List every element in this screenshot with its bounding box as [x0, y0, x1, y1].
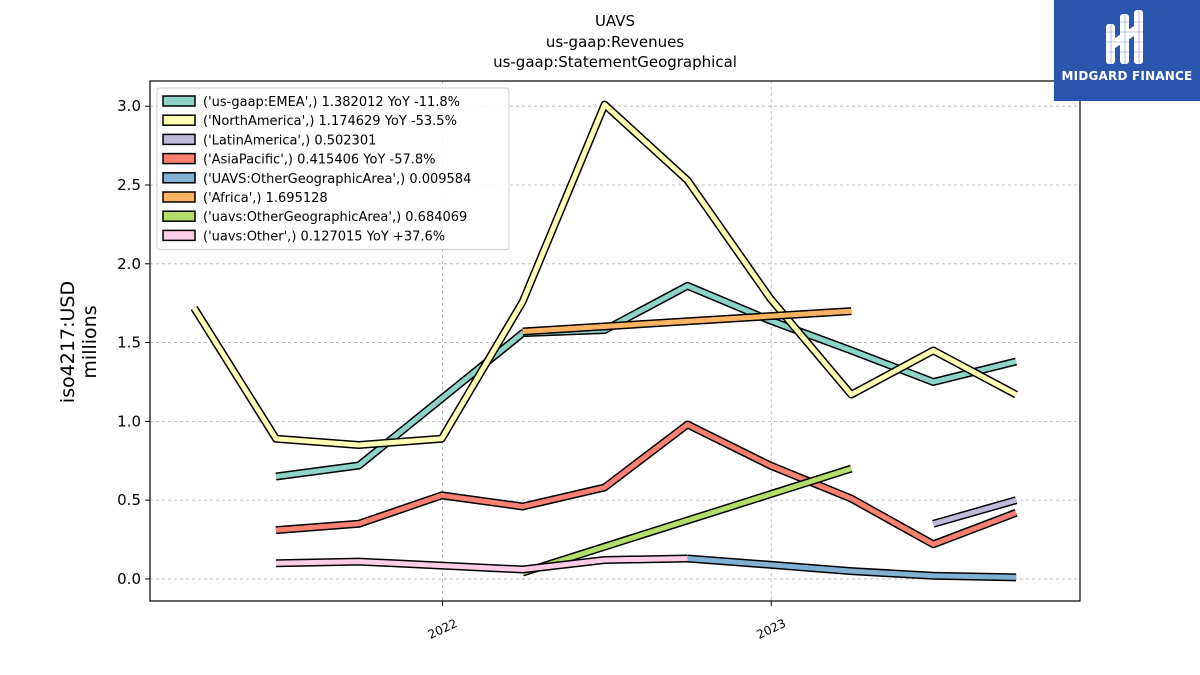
legend-swatch — [162, 114, 196, 126]
y-tick-label: 0.0 — [117, 570, 141, 588]
y-tick-label: 1.0 — [117, 412, 141, 430]
legend-swatch — [162, 133, 196, 146]
series-line-5 — [687, 554, 1017, 582]
y-axis: 0.0 0.5 1.0 1.5 2.0 2.5 3.0 — [117, 97, 150, 588]
series-stroke — [191, 102, 1018, 448]
chart-title: UAVS us-gaap:Revenues us-gaap:StatementG… — [493, 12, 737, 71]
legend-swatch — [162, 95, 196, 107]
y-tick-label: 3.0 — [117, 97, 141, 115]
series-outline — [275, 281, 1018, 481]
series-line-3 — [932, 496, 1018, 528]
legend-swatch — [162, 152, 196, 165]
y-tick-label: 2.5 — [117, 176, 141, 194]
series-line-4 — [275, 420, 1018, 549]
chart-title-line-2: us-gaap:Revenues — [546, 33, 685, 51]
legend-label: ('UAVS:OtherGeographicArea',) 0.009584 — [203, 172, 471, 187]
legend-entry: ('uavs:Other',) 0.127015 YoY +37.6% — [162, 229, 445, 244]
y-tick-label: 0.5 — [117, 491, 141, 509]
series-line-7 — [521, 464, 853, 577]
series-layer — [190, 100, 1018, 582]
legend-entry: ('UAVS:OtherGeographicArea',) 0.009584 — [162, 172, 471, 187]
series-line-1 — [275, 281, 1018, 481]
legend-label: ('AsiaPacific',) 0.415406 YoY -57.8% — [203, 153, 436, 168]
legend-entry: ('uavs:OtherGeographicArea',) 0.684069 — [162, 210, 467, 225]
x-tick-label: 2022 — [426, 616, 460, 642]
y-axis-label: iso4217:USD millions — [57, 281, 101, 403]
series-stroke — [932, 497, 1017, 527]
series-stroke — [687, 556, 1017, 580]
legend: ('us-gaap:EMEA',) 1.382012 YoY -11.8% ('N… — [156, 87, 510, 251]
chart-title-line-3: us-gaap:StatementGeographical — [493, 53, 737, 71]
series-stroke — [522, 308, 852, 334]
y-axis-label-line-2: millions — [79, 305, 101, 378]
legend-swatch — [162, 210, 196, 222]
chart-title-line-1: UAVS — [595, 12, 635, 30]
legend-label: ('NorthAmerica',) 1.174629 YoY -53.5% — [203, 114, 457, 129]
y-tick-label: 2.0 — [117, 255, 141, 273]
y-tick-label: 1.5 — [117, 334, 141, 352]
series-line-6 — [522, 307, 852, 336]
series-stroke — [521, 466, 853, 575]
legend-entry: ('Africa',) 1.695128 — [162, 191, 328, 206]
legend-entry: ('LatinAmerica',) 0.502301 — [162, 133, 376, 148]
x-tick-label: 2023 — [754, 616, 788, 642]
legend-entry: ('AsiaPacific',) 0.415406 YoY -57.8% — [162, 152, 436, 168]
grid — [150, 81, 1080, 601]
brand-logo: MIDGARD FINANCE — [1054, 0, 1200, 101]
legend-swatch — [162, 229, 196, 242]
series-line-2 — [190, 100, 1018, 449]
x-axis: 2022 2023 — [426, 601, 788, 642]
legend-swatch — [162, 172, 196, 184]
plot-frame — [149, 80, 1081, 602]
midgard-logo-icon — [1102, 8, 1152, 70]
y-axis-label-line-1: iso4217:USD — [57, 281, 79, 403]
legend-label: ('us-gaap:EMEA',) 1.382012 YoY -11.8% — [203, 95, 460, 110]
legend-label: ('uavs:OtherGeographicArea',) 0.684069 — [203, 210, 467, 225]
brand-name: MIDGARD FINANCE — [1061, 69, 1193, 83]
legend-entry: ('us-gaap:EMEA',) 1.382012 YoY -11.8% — [162, 95, 460, 110]
series-stroke — [275, 556, 688, 572]
legend-label: ('LatinAmerica',) 0.502301 — [203, 133, 376, 148]
series-line-8 — [275, 554, 688, 574]
legend-label: ('uavs:Other',) 0.127015 YoY +37.6% — [203, 229, 445, 244]
legend-entry: ('NorthAmerica',) 1.174629 YoY -53.5% — [162, 114, 457, 129]
series-stroke — [275, 422, 1017, 547]
legend-box — [156, 87, 510, 251]
legend-label: ('Africa',) 1.695128 — [203, 191, 328, 206]
legend-swatch — [162, 191, 196, 203]
series-stroke — [275, 283, 1017, 479]
